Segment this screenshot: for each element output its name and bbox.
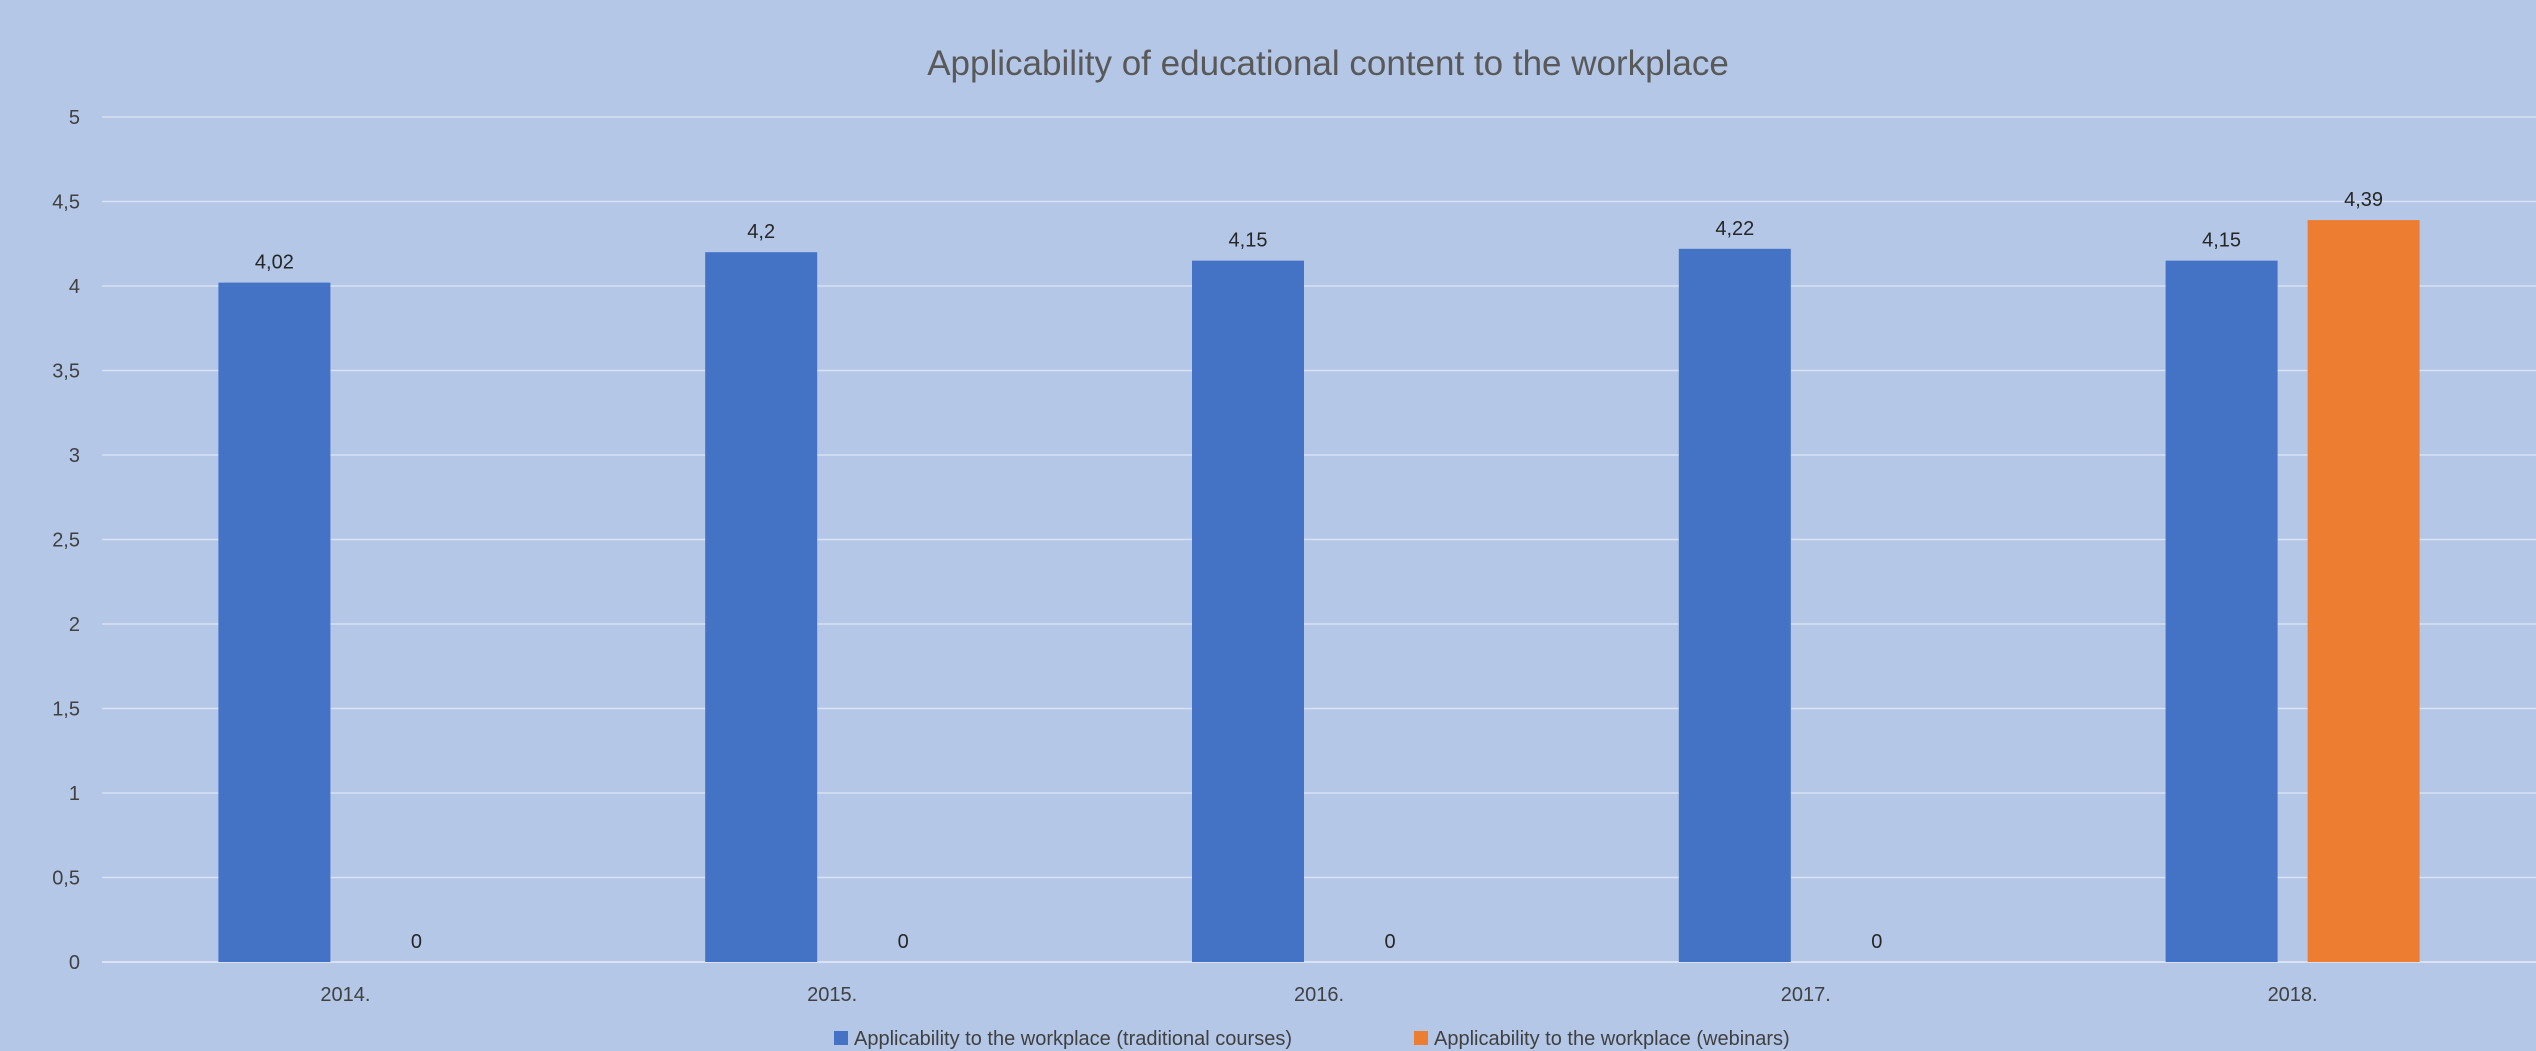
legend-swatch bbox=[834, 1031, 848, 1045]
chart-title: Applicability of educational content to … bbox=[927, 44, 1729, 83]
data-label: 4,15 bbox=[2202, 230, 2241, 252]
data-label: 4,2 bbox=[747, 221, 775, 243]
bars bbox=[218, 220, 2420, 963]
bar-traditional-courses bbox=[1678, 248, 1791, 962]
gridlines bbox=[102, 116, 2536, 963]
y-tick-label: 0,5 bbox=[52, 868, 80, 890]
y-tick-label: 3,5 bbox=[52, 361, 80, 383]
y-tick-label: 2,5 bbox=[52, 530, 80, 552]
data-labels: 4,02 0 4,2 0 4,15 0 4,22 0 4,15 4,39 bbox=[255, 189, 2383, 953]
y-tick-label: 1,5 bbox=[52, 699, 80, 721]
y-tick-label: 1 bbox=[69, 783, 80, 805]
data-label: 4,39 bbox=[2344, 189, 2383, 211]
bar-webinars bbox=[2307, 220, 2420, 963]
bar-traditional-courses bbox=[2165, 260, 2278, 962]
legend-label: Applicability to the workplace (webinars… bbox=[1434, 1028, 1790, 1050]
x-tick-label: 2015. bbox=[807, 984, 857, 1006]
x-tick-label: 2016. bbox=[1294, 984, 1344, 1006]
data-label: 0 bbox=[1871, 931, 1882, 953]
x-tick-label: 2018. bbox=[2268, 984, 2318, 1006]
y-tick-label: 3 bbox=[69, 445, 80, 467]
data-label: 4,02 bbox=[255, 252, 294, 274]
legend: Applicability to the workplace (traditio… bbox=[834, 1028, 1790, 1050]
legend-label: Applicability to the workplace (traditio… bbox=[854, 1028, 1292, 1050]
x-tick-label: 2014. bbox=[320, 984, 370, 1006]
data-label: 4,22 bbox=[1715, 218, 1754, 240]
y-tick-label: 4 bbox=[69, 276, 80, 298]
data-label: 0 bbox=[411, 931, 422, 953]
bar-traditional-courses bbox=[705, 252, 818, 962]
y-tick-label: 4,5 bbox=[52, 192, 80, 214]
x-tick-label: 2017. bbox=[1781, 984, 1831, 1006]
x-axis: 2014. 2015. 2016. 2017. 2018. bbox=[320, 984, 2317, 1006]
y-tick-label: 2 bbox=[69, 614, 80, 636]
y-tick-label: 5 bbox=[69, 107, 80, 129]
y-axis: 0 0,5 1 1,5 2 2,5 3 3,5 4 4,5 5 bbox=[52, 107, 80, 974]
y-tick-label: 0 bbox=[69, 952, 80, 974]
data-label: 4,15 bbox=[1229, 230, 1268, 252]
bar-traditional-courses bbox=[1192, 260, 1304, 962]
data-label: 0 bbox=[1384, 931, 1395, 953]
data-label: 0 bbox=[898, 931, 909, 953]
bar-traditional-courses bbox=[218, 282, 331, 962]
legend-swatch bbox=[1414, 1031, 1428, 1045]
